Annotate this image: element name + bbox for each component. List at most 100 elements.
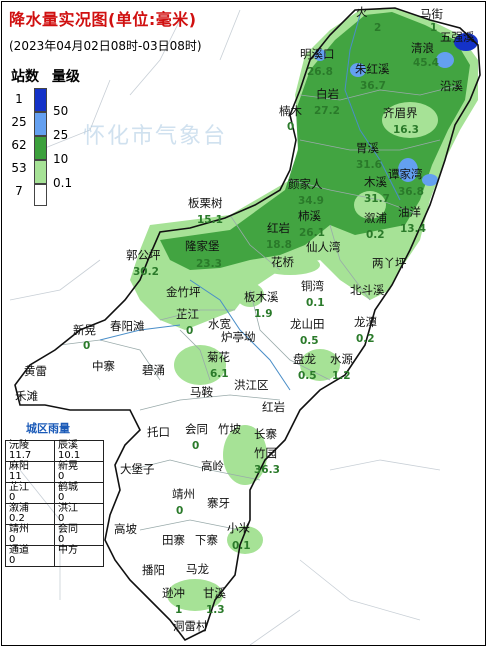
legend-level: 10 <box>53 152 69 166</box>
station-name: 仙人湾 <box>306 240 341 254</box>
station-name: 下寨 <box>195 533 218 547</box>
urban-table-cell: 鹤城 0 <box>54 482 104 504</box>
urban-table-cell: 新晃 0 <box>54 461 104 483</box>
station-name: 盘龙 <box>293 352 316 366</box>
station-name: 木溪 <box>364 175 387 189</box>
station-name: 胃溪 <box>356 141 379 155</box>
station-value: 0 <box>287 121 295 133</box>
station-name: 洪江区 <box>234 378 269 392</box>
urban-rainfall-title: 城区雨量 <box>26 422 70 435</box>
station-value: 1.3 <box>206 604 225 616</box>
station-value: 15.1 <box>197 214 223 226</box>
legend-count: 25 <box>11 115 27 129</box>
urban-county-name: 通道 <box>9 545 29 556</box>
legend-swatch-10 <box>34 136 47 160</box>
station-name: 炉亭坳 <box>221 330 256 344</box>
station-name: 托口 <box>147 425 170 439</box>
station-name: 龙山田 <box>290 317 325 331</box>
station-name: 水宽 <box>208 317 231 331</box>
station-name: 菊花 <box>207 350 230 364</box>
station-name: 大堡子 <box>120 462 155 476</box>
station-value: 0.1 <box>232 540 251 552</box>
urban-county-name: 麻阳 <box>9 461 29 472</box>
station-name: 红岩 <box>262 400 285 414</box>
urban-county-name: 洪江 <box>58 503 78 514</box>
station-value: 0.2 <box>366 229 385 241</box>
urban-table-row: 芷江 0 鹤城 0 <box>5 482 104 504</box>
station-value: 0.1 <box>306 297 325 309</box>
legend-header: 站数 量级 <box>11 66 80 86</box>
station-value: 36.3 <box>254 464 280 476</box>
station-name: 金竹坪 <box>166 285 201 299</box>
station-name: 逊冲 <box>162 586 185 600</box>
station-name: 郭公坪 <box>126 248 161 262</box>
urban-table-row: 靖州 0 会同 0 <box>5 524 104 546</box>
urban-table-row: 溆浦 0.2 洪江 0 <box>5 503 104 525</box>
urban-rainfall-value: 0 <box>9 534 16 545</box>
station-name: 会同 <box>185 422 208 436</box>
station-name: 高岭 <box>201 459 224 473</box>
station-name: 马鞍 <box>190 385 213 399</box>
map-subtitle: (2023年04月02日08时-03日08时) <box>9 39 202 53</box>
station-name: 柿溪 <box>298 209 321 223</box>
station-name: 花桥 <box>271 255 294 269</box>
legend-swatch-0 <box>34 184 47 206</box>
station-name: 朱红溪 <box>355 62 390 76</box>
urban-county-name: 靖州 <box>9 524 29 535</box>
legend-count: 53 <box>11 161 27 175</box>
station-name: 清浪 <box>411 41 434 55</box>
station-name: 芷江 <box>176 307 199 321</box>
watermark: 怀化市气象台 <box>83 124 228 149</box>
legend-level-header: 量级 <box>51 69 80 85</box>
station-name: 铜湾 <box>301 279 324 293</box>
urban-county-name: 鹤城 <box>58 482 78 493</box>
legend-count: 1 <box>15 92 23 106</box>
legend-level: 0.1 <box>53 176 73 190</box>
station-value: 30.2 <box>133 266 159 278</box>
station-name: 隆家堡 <box>185 239 220 253</box>
urban-table-row: 沅陵 11.7 辰溪 10.1 <box>5 440 104 462</box>
urban-rainfall-value: 0 <box>9 492 16 503</box>
legend-count: 7 <box>15 184 23 198</box>
station-value: 0 <box>192 440 200 452</box>
station-name: 齐眉界 <box>383 106 418 120</box>
legend-count: 62 <box>11 138 27 152</box>
urban-county-name: 沅陵 <box>9 440 29 451</box>
station-value: 6.1 <box>210 368 229 380</box>
prefecture-boundary <box>14 7 481 642</box>
station-value: 0 <box>83 340 91 352</box>
station-value: 0.5 <box>298 370 317 382</box>
urban-table-cell: 洪江 0 <box>54 503 104 525</box>
station-name: 高坡 <box>114 522 137 536</box>
urban-table-cell: 溆浦 0.2 <box>5 503 55 525</box>
rivers <box>99 14 401 391</box>
urban-county-name: 辰溪 <box>58 440 78 451</box>
urban-rainfall-value: 11 <box>9 471 22 482</box>
urban-rainfall-value: 0 <box>58 492 65 503</box>
urban-rainfall-value: 0 <box>9 555 16 566</box>
station-value: 36.7 <box>360 80 386 92</box>
station-name: 楠木 <box>279 104 302 118</box>
legend-count-header: 站数 <box>11 69 39 85</box>
station-value: 26.8 <box>307 66 333 78</box>
urban-table-cell: 中方 <box>54 545 104 567</box>
station-name: 板木溪 <box>244 290 279 304</box>
station-name: 碧涌 <box>142 363 165 377</box>
station-value: 2 <box>374 22 382 34</box>
station-value: 27.2 <box>314 105 340 117</box>
station-name: 马街 <box>420 7 443 21</box>
station-name: 长寨 <box>254 427 277 441</box>
urban-rainfall-value: 11.7 <box>9 450 32 461</box>
station-name: 板栗树 <box>188 196 223 210</box>
legend-level: 25 <box>53 128 69 142</box>
station-name: 红岩 <box>267 221 290 235</box>
station-value: 16.3 <box>393 124 419 136</box>
station-name: 竹园 <box>254 446 277 460</box>
station-name: 白岩 <box>316 87 339 101</box>
urban-rainfall-value: 0 <box>58 471 65 482</box>
station-value: 0.2 <box>356 333 375 345</box>
urban-table-cell: 靖州 0 <box>5 524 55 546</box>
county-boundaries <box>59 84 461 531</box>
station-value: 1 <box>430 22 438 34</box>
